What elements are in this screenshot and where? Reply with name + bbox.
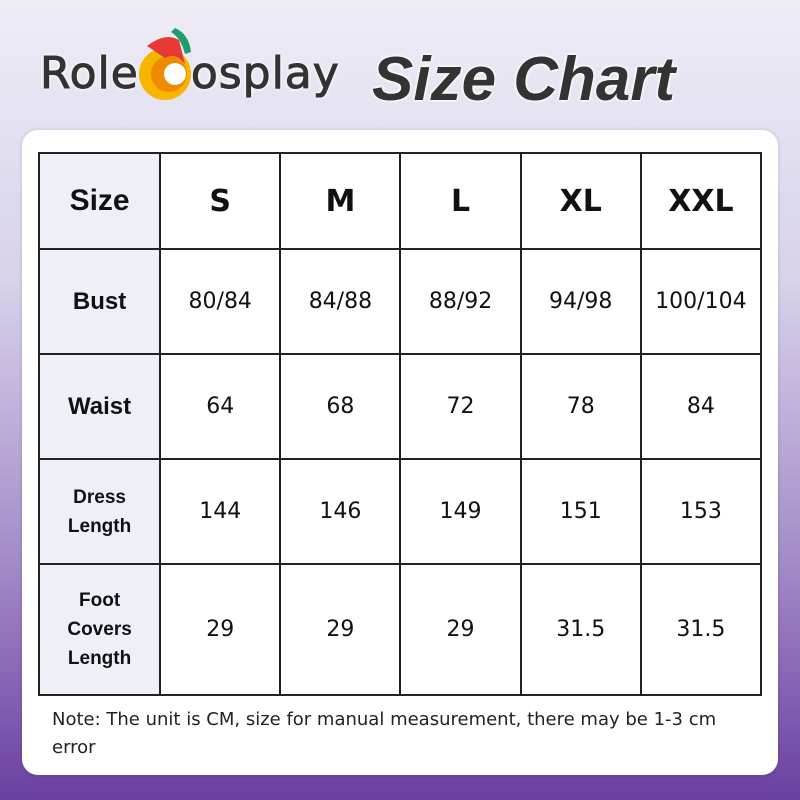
- table-row: Foot Covers Length 29 29 29 31.5 31.5: [37, 563, 763, 696]
- table-cell: 29: [399, 563, 522, 696]
- table-cell: 29: [279, 563, 402, 696]
- row-label: Dress Length: [37, 458, 162, 565]
- header-cell: L: [399, 152, 522, 250]
- measurement-note: Note: The unit is CM, size for manual me…: [52, 709, 717, 758]
- header-cell: XXL: [639, 152, 763, 250]
- rolecosplay-logo: Role osplay: [40, 28, 340, 118]
- table-cell: 68: [279, 353, 402, 460]
- table-cell: 84/88: [279, 248, 402, 355]
- logo-mark-icon: [135, 28, 195, 108]
- header-cell: S: [159, 152, 282, 250]
- table-cell: 78: [519, 353, 642, 460]
- table-cell: 84: [639, 353, 763, 460]
- table-cell: 100/104: [639, 248, 763, 355]
- row-label: Foot Covers Length: [37, 563, 162, 696]
- table-cell: 94/98: [519, 248, 642, 355]
- table-cell: 64: [159, 353, 282, 460]
- table-cell: 151: [519, 458, 642, 565]
- row-label: Waist: [37, 353, 162, 460]
- header-cell: Size: [37, 152, 162, 250]
- table-cell: 80/84: [159, 248, 282, 355]
- table-row: Dress Length 144 146 149 151 153: [37, 458, 763, 565]
- table-cell: 149: [399, 458, 522, 565]
- table-cell: 29: [159, 563, 282, 696]
- logo-text-osplay: osplay: [190, 47, 340, 99]
- table-header-row: Size S M L XL XXL: [37, 152, 763, 250]
- row-label: Bust: [37, 248, 162, 355]
- logo-text-role: Role: [40, 47, 139, 99]
- table-cell: 88/92: [399, 248, 522, 355]
- table-cell: 146: [279, 458, 402, 565]
- table-cell: 72: [399, 353, 522, 460]
- table-row: Bust 80/84 84/88 88/92 94/98 100/104: [37, 248, 763, 355]
- header-cell: XL: [519, 152, 642, 250]
- table-cell: 31.5: [519, 563, 642, 696]
- table-cell: 153: [639, 458, 763, 565]
- table-cell: 31.5: [639, 563, 763, 696]
- header: Role osplay Size Chart: [0, 0, 800, 130]
- size-table: Size S M L XL XXL Bust 80/84 84/88 88/92…: [37, 152, 763, 696]
- table-cell: 144: [159, 458, 282, 565]
- header-cell: M: [279, 152, 402, 250]
- table-row: Waist 64 68 72 78 84: [37, 353, 763, 460]
- page-title: Size Chart: [372, 45, 676, 114]
